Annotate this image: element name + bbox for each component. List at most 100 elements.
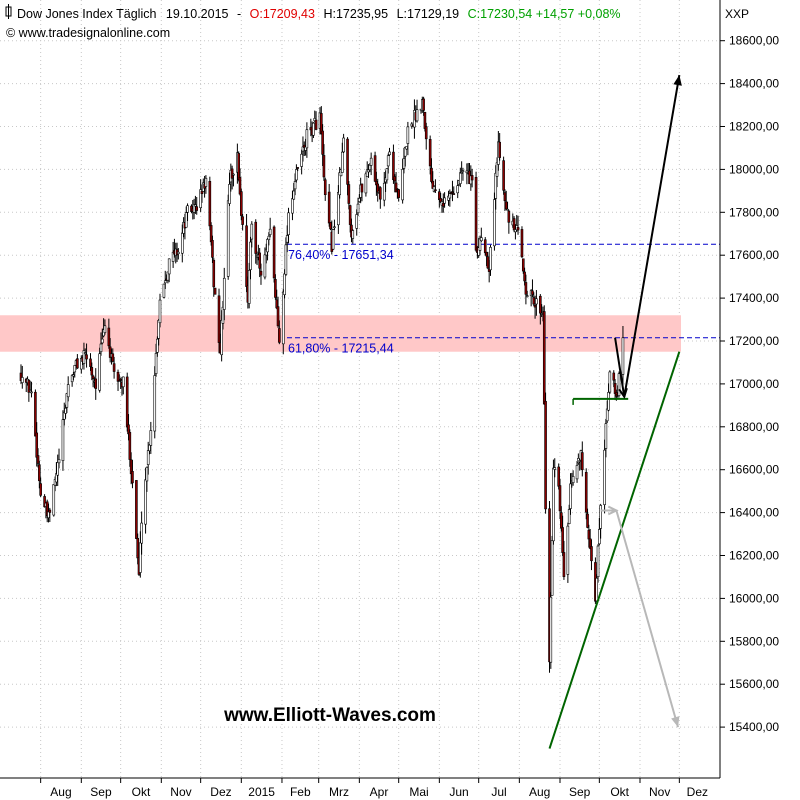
candle-body [131,471,134,484]
candle-body [140,522,143,544]
candle-body [373,155,377,182]
candle-body [382,182,386,201]
price-tick-label: 18200,00 [729,120,779,134]
candle-body [322,155,326,178]
time-axis: Aug Sep Okt Nov Dez 2015 Feb Mrz Apr Mai Jun Jul Aug… [40,778,708,799]
candle-body [607,392,610,411]
time-tick-label: Nov [170,785,191,799]
candle-body [158,299,162,324]
candle-body [548,508,551,663]
candle-body [596,545,600,577]
price-tick-label: 16000,00 [729,591,779,605]
candle-body [337,192,340,226]
candle-body [368,164,372,171]
copyright-notice: © www.tradesignalonline.com [6,26,170,40]
candle-body [259,270,263,276]
candle-body [272,226,276,279]
candle-body [557,466,560,487]
candle-body [523,271,526,282]
candle-body [503,192,507,202]
candle-body [39,483,42,496]
candle-body [296,167,300,169]
candle-body [448,193,452,199]
candle-body [177,251,180,255]
time-tick-label: Sep [569,785,591,799]
candle-body [617,373,621,396]
candle-body [355,214,359,229]
candle-body [222,277,226,310]
candle-body [347,184,351,204]
candle-body [580,452,584,471]
candle-body [550,540,554,596]
candle-body [461,170,465,172]
price-tick-label: 18400,00 [729,77,779,91]
candle-body [228,184,231,204]
candle-body [76,358,79,369]
price-tick-label: 16200,00 [729,549,779,563]
candle-body [128,432,132,460]
candle-body [598,529,601,545]
candle-body [403,146,407,157]
candle-body [258,252,261,269]
candle-body [204,177,208,187]
candle-body [430,167,433,182]
candle-body [70,375,74,383]
candle-body [274,279,277,298]
candle-body [595,577,599,602]
price-tick-label: 17400,00 [729,291,779,305]
candle-body [460,172,463,174]
projection-up-arrow-mid-head [618,387,628,400]
candle-body [525,295,529,297]
candle-body [247,270,251,304]
candle-body [613,383,617,394]
candle-body [495,162,499,177]
candle-body [149,430,153,446]
candle-body [226,200,230,277]
price-tick-label: 17000,00 [729,377,779,391]
candle-body [52,484,56,516]
candle-body [558,485,562,512]
time-tick-label: 2015 [248,785,275,799]
candle-body [116,371,120,382]
candle-body [211,240,214,258]
candle-body [91,375,95,379]
candle-body [293,181,297,190]
candle-body [154,353,158,374]
time-tick-label: Okt [610,785,629,799]
candle-body [539,295,542,314]
candle-body [240,191,243,216]
candle-body [139,542,142,573]
candle-body [405,146,408,150]
candle-body [456,185,460,194]
candle-body [245,225,248,287]
candle-body [605,408,609,422]
candle-body [263,254,267,278]
candle-body [148,444,151,452]
price-tick-label: 16600,00 [729,463,779,477]
candle-body [379,187,382,200]
projection-down-arrow [600,509,679,728]
candle-body [480,237,483,242]
candle-body [300,153,303,167]
candle-body [162,283,166,298]
candle-body [478,238,482,251]
time-tick-label: Sep [90,785,112,799]
fib-level-label: 61,80% - 17215,44 [288,342,394,356]
time-tick-label: Mai [409,785,428,799]
candle-body [268,228,272,235]
candle-body [441,202,445,207]
time-tick-label: Okt [132,785,151,799]
price-tick-label: 15600,00 [729,677,779,691]
price-tick-label: 18600,00 [729,34,779,48]
candle-body [28,389,32,391]
candle-body [98,353,101,391]
candle-body [291,198,294,214]
close-price: C:17230,54 +14,57 +0,08% [468,7,621,21]
price-tick-label: 16800,00 [729,420,779,434]
open-price: O:17209,43 [250,7,315,21]
candle-body [502,160,505,191]
time-tick-label: Jul [491,785,506,799]
candle-body [186,205,189,213]
candle-body [312,122,315,136]
candle-body [329,222,332,230]
